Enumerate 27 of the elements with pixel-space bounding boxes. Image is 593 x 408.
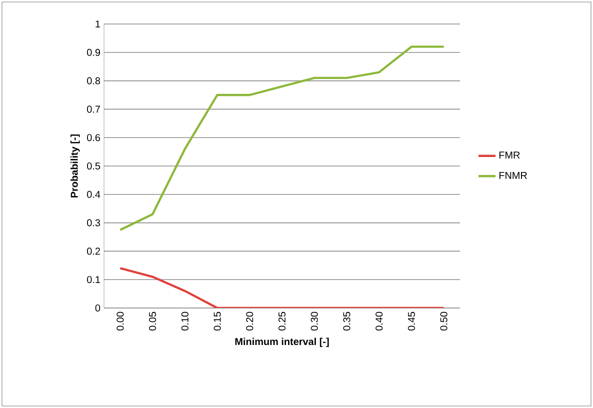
x-tick-label: 0.45 bbox=[408, 312, 415, 331]
legend-label: FNMR bbox=[499, 172, 527, 179]
x-tick-label: 0.05 bbox=[149, 312, 156, 331]
y-tick-label: 0.6 bbox=[87, 134, 100, 142]
x-tick-label: 0.25 bbox=[278, 312, 286, 331]
y-tick-label: 0.3 bbox=[87, 219, 100, 226]
line-series bbox=[119, 46, 445, 231]
y-tick-label: 1 bbox=[96, 20, 100, 28]
x-tick-label: 0.10 bbox=[181, 312, 188, 331]
x-tick-label: 0.15 bbox=[214, 312, 221, 331]
x-tick-label: 0.35 bbox=[343, 312, 350, 331]
y-tick-label: 0.5 bbox=[87, 162, 100, 170]
y-tick-label: 0.8 bbox=[87, 77, 100, 84]
y-tick-label: 0.7 bbox=[87, 106, 100, 113]
y-axis-title: Probability [-] bbox=[70, 134, 80, 198]
x-tick-label: 0.20 bbox=[246, 312, 254, 331]
x-axis-title: Minimum interval [-] bbox=[235, 338, 329, 348]
x-tick-label: 0.30 bbox=[310, 312, 318, 331]
x-tick-label: 0.50 bbox=[440, 312, 448, 331]
legend-label: FMR bbox=[499, 152, 520, 159]
y-tick-label: 0.4 bbox=[87, 190, 100, 198]
y-tick-label: 0 bbox=[95, 304, 100, 312]
x-tick-label: 0.00 bbox=[116, 312, 124, 331]
y-tick-label: 0.1 bbox=[87, 276, 100, 284]
y-tick-label: 0.9 bbox=[87, 48, 100, 56]
y-tick-label: 0.2 bbox=[87, 248, 100, 255]
x-tick-label: 0.40 bbox=[376, 312, 383, 331]
